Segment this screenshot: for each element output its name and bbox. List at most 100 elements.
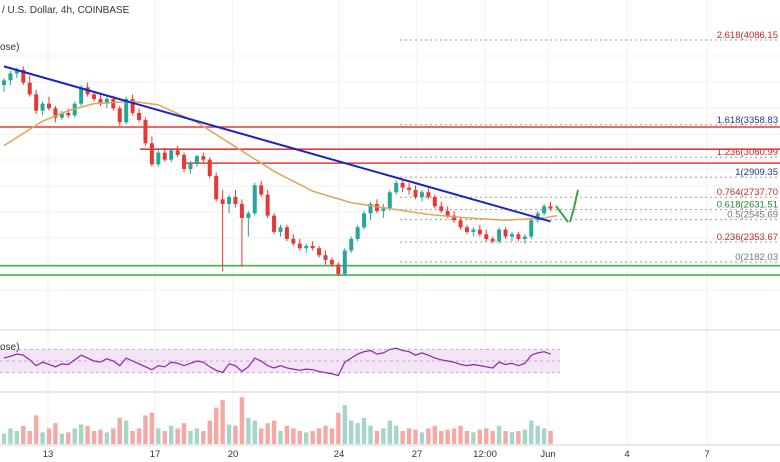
- rsi-line: [3, 347, 551, 377]
- volume-bar: [265, 423, 270, 444]
- moving-average-line: [3, 100, 558, 222]
- candle-body: [317, 248, 322, 256]
- fib-ratio: 0.618: [717, 200, 741, 211]
- volume-bar: [72, 428, 77, 444]
- candle-body: [98, 99, 103, 104]
- candle-body: [509, 234, 514, 237]
- volume-bar: [188, 431, 193, 444]
- candle-body: [362, 213, 367, 228]
- candle-body: [304, 245, 309, 249]
- volume-bar: [516, 431, 521, 444]
- fib-label: 1.236(3080.99: [717, 147, 778, 158]
- volume-bar: [85, 425, 90, 444]
- volume-bar: [329, 428, 335, 444]
- candle-body: [522, 236, 527, 239]
- fib-value: 2909.35: [744, 167, 778, 178]
- candle-body: [34, 94, 39, 111]
- candle-body: [79, 87, 84, 104]
- volume-bar: [14, 431, 20, 444]
- volume-bar: [509, 432, 515, 444]
- x-tick-label: 12:00: [473, 449, 497, 460]
- volume-bar: [381, 428, 386, 444]
- candle-body: [387, 192, 392, 209]
- volume-bar: [310, 431, 315, 444]
- volume-bar: [111, 428, 116, 444]
- candle-body: [92, 94, 97, 100]
- candle-body: [111, 99, 116, 109]
- volume-bar: [239, 397, 245, 444]
- candle-body: [484, 234, 489, 239]
- candle-body: [194, 156, 199, 164]
- candle-body: [21, 69, 26, 83]
- fib-ratio: 1.236: [717, 147, 741, 158]
- projection-arrow-down: [555, 205, 569, 223]
- volume-bar: [297, 431, 302, 444]
- volume-bar: [252, 420, 257, 444]
- candle-body: [336, 264, 341, 274]
- candle-body: [458, 220, 463, 228]
- volume-bar: [484, 428, 489, 444]
- volume-bar: [181, 423, 187, 444]
- candle-body: [259, 185, 264, 195]
- fib-ratio: 0.5: [727, 210, 740, 221]
- volume-bar: [220, 399, 225, 444]
- fib-label: 2.618(4086.15: [717, 30, 778, 41]
- candle-body: [66, 113, 71, 116]
- fib-levels: 2.618(4086.151.618(3358.831.236(3080.991…: [400, 30, 780, 263]
- fib-label: 0.618(2631.51: [717, 200, 778, 211]
- main-indicator-label: ose): [0, 42, 19, 53]
- volume-bar: [349, 420, 354, 444]
- candle-body: [156, 152, 161, 165]
- volume-bar: [130, 431, 135, 444]
- rsi-panel: [0, 347, 560, 377]
- candle-body: [349, 238, 354, 251]
- volume-bar: [201, 431, 206, 444]
- volume-bar: [413, 429, 418, 444]
- volume-bar: [123, 420, 129, 444]
- volume-bar: [284, 425, 290, 444]
- volume-bars: [1, 397, 553, 444]
- x-tick-label: 20: [228, 449, 239, 460]
- candle-body: [368, 203, 373, 214]
- x-tick-label: 17: [150, 449, 161, 460]
- candle-body: [464, 227, 469, 232]
- volume-bar: [291, 428, 296, 444]
- volume-bar: [464, 431, 470, 444]
- fib-label: 0.5(2545.69: [727, 210, 778, 221]
- candle-body: [220, 199, 225, 204]
- volume-bar: [59, 433, 65, 444]
- volume-bar: [8, 428, 13, 444]
- candle-body: [14, 69, 19, 74]
- volume-bar: [400, 431, 405, 444]
- candle-body: [143, 119, 148, 144]
- volume-bar: [91, 431, 97, 444]
- fib-label: 0(2182.03: [735, 252, 778, 263]
- volume-bar: [477, 429, 483, 444]
- volume-bar: [471, 432, 476, 444]
- candle-body: [342, 250, 347, 274]
- candle-body: [162, 152, 167, 160]
- candle-body: [40, 103, 45, 111]
- volume-bar: [175, 428, 180, 444]
- volume-bar: [156, 428, 161, 444]
- volume-bar: [496, 425, 502, 444]
- volume-bar: [316, 428, 322, 444]
- fib-label: 0.764(2737.70: [717, 187, 778, 198]
- candle-body: [381, 208, 386, 211]
- candle-body: [8, 73, 13, 81]
- candle-body: [272, 215, 277, 232]
- volume-bar: [445, 429, 450, 444]
- candle-body: [426, 192, 431, 197]
- volume-bar: [503, 431, 508, 444]
- volume-bar: [304, 432, 309, 444]
- volume-bar: [355, 423, 360, 444]
- fib-ratio: 1.618: [717, 115, 741, 126]
- candle-body: [47, 103, 52, 109]
- fib-value: 2737.70: [744, 187, 778, 198]
- candle-body: [227, 196, 232, 204]
- candle-body: [265, 194, 270, 216]
- candles: [2, 66, 553, 277]
- volume-bar: [21, 425, 26, 444]
- candle-body: [117, 108, 122, 123]
